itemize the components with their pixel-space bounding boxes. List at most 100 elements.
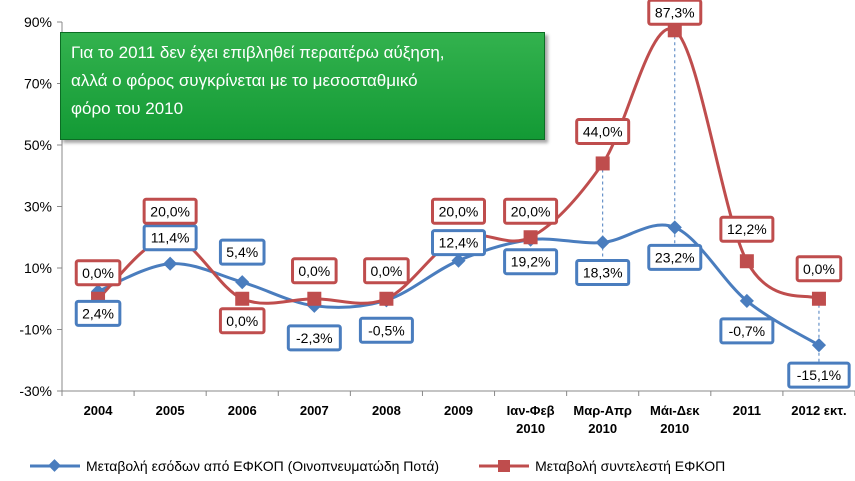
- x-tick-label: 2007: [300, 403, 329, 418]
- revenue-label-box: [358, 316, 414, 344]
- rate-label-box: [142, 197, 198, 225]
- rate-label-box: [363, 257, 410, 285]
- x-tick-label-line: 2005: [156, 403, 185, 418]
- legend-item-revenue: Μεταβολή εσόδων από ΕΦΚΟΠ (Οινοπνευματώδ…: [30, 458, 439, 474]
- rate-data-label: 0,0%: [298, 263, 330, 279]
- revenue-label-box: [575, 258, 631, 286]
- rate-label-box: [431, 197, 486, 225]
- revenue-data-label: 2,4%: [82, 305, 114, 321]
- rate-data-label: 0,0%: [82, 265, 114, 281]
- x-tick-label: Ιαν-Φεβ 2010: [507, 403, 555, 436]
- rate-data-label: 0,0%: [226, 313, 258, 329]
- rate-point: [667, 23, 682, 38]
- data-labels: 2,4% 11,4% 5,4% -2,3% -0,5% 12,4% 19,2% 18,3% 23…: [74, 0, 851, 389]
- revenue-data-label: -2,3%: [296, 330, 333, 346]
- rate-data-label: 20,0%: [511, 203, 551, 219]
- revenue-point: [235, 275, 250, 290]
- y-tick-label: 30%: [24, 199, 52, 215]
- x-tick-label-line: 2011: [733, 403, 761, 418]
- legend: Μεταβολή εσόδων από ΕΦΚΟΠ (Οινοπνευματώδ…: [30, 458, 725, 474]
- drop-lines: [602, 30, 820, 364]
- x-tick-label-line: Μάι-Δεκ: [650, 403, 700, 418]
- revenue-label-box: [503, 248, 559, 276]
- revenue-data-label: -0,7%: [729, 323, 766, 339]
- y-tick-label: 10%: [24, 260, 52, 276]
- x-tick-label: Μάι-Δεκ 2010: [650, 403, 700, 436]
- y-tick-label: 50%: [24, 137, 52, 153]
- revenue-data-label: 5,4%: [226, 244, 258, 260]
- rate-point: [523, 230, 538, 245]
- rate-label-box: [291, 257, 338, 285]
- revenue-data-label: -15,1%: [797, 367, 841, 383]
- annotation-callout: Για το 2011 δεν έχει επιβληθεί περαιτέρω…: [60, 32, 545, 140]
- y-tick-label: 70%: [24, 76, 52, 92]
- rate-data-label: 44,0%: [583, 123, 623, 139]
- rate-data-label: 0,0%: [803, 261, 835, 277]
- x-tick-label: 2009: [444, 403, 473, 418]
- revenue-label-box: [286, 324, 342, 352]
- rate-label-box: [719, 215, 775, 243]
- x-tick-label-line: 2010: [588, 421, 617, 436]
- rate-label-box: [647, 0, 703, 26]
- revenue-data-label: -0,5%: [368, 322, 405, 338]
- rate-point: [379, 291, 394, 306]
- rate-label-box: [74, 259, 122, 287]
- x-tick-label: Μαρ-Απρ 2010: [573, 403, 632, 436]
- rate-line: [97, 27, 820, 305]
- rate-point: [739, 254, 754, 269]
- revenue-label-box: [787, 361, 851, 389]
- revenue-point: [451, 253, 466, 268]
- rate-point: [307, 291, 322, 306]
- rate-label-box: [575, 117, 631, 145]
- chart-axes: -30% -10% 10% 30% 50% 70% 90% 2004 2005 2006 2007 2…: [19, 14, 855, 436]
- rate-data-label: 12,2%: [727, 221, 767, 237]
- revenue-label-box: [142, 224, 198, 252]
- revenue-data-label: 19,2%: [511, 254, 551, 270]
- rate-data-label: 20,0%: [439, 203, 479, 219]
- legend-diamond-marker: [30, 459, 80, 472]
- revenue-label-box: [218, 238, 266, 266]
- x-tick-label: 2012 εκτ.: [791, 403, 846, 418]
- x-tick-label: 2011: [733, 403, 761, 418]
- revenue-label-box: [647, 243, 703, 271]
- x-tick-label: 2004: [84, 403, 114, 418]
- x-tick-label-line: Ιαν-Φεβ: [507, 403, 555, 418]
- y-tick-label: -30%: [19, 383, 52, 399]
- series-markers: [90, 23, 827, 353]
- x-tick-label-line: Μαρ-Απρ: [573, 403, 632, 418]
- x-tick-label-line: 2009: [444, 403, 473, 418]
- x-tick-label-line: 2004: [84, 403, 114, 418]
- legend-square-marker: [479, 460, 530, 472]
- revenue-data-label: 12,4%: [439, 235, 479, 251]
- revenue-point: [163, 256, 178, 271]
- legend-label-rate: Μεταβολή συντελεστή ΕΦΚΟΠ: [535, 458, 726, 474]
- revenue-label-box: [719, 317, 775, 345]
- revenue-point: [595, 235, 610, 250]
- legend-item-rate: Μεταβολή συντελεστή ΕΦΚΟΠ: [479, 458, 725, 474]
- revenue-data-label: 18,3%: [583, 264, 623, 280]
- rate-label-box: [218, 307, 266, 335]
- x-tick-label: 2008: [372, 403, 401, 418]
- rate-label-box: [503, 197, 559, 225]
- revenue-label-box: [74, 299, 122, 327]
- rate-point: [811, 291, 826, 306]
- legend-label-revenue: Μεταβολή εσόδων από ΕΦΚΟΠ (Οινοπνευματώδ…: [86, 458, 440, 474]
- rate-data-label: 20,0%: [150, 203, 190, 219]
- x-tick-label-line: 2010: [660, 421, 689, 436]
- rate-data-label: 87,3%: [655, 4, 695, 20]
- revenue-label-box: [431, 229, 486, 257]
- revenue-data-label: 11,4%: [151, 230, 190, 246]
- x-tick-label-line: 2010: [516, 421, 545, 436]
- x-tick-label: 2005: [156, 403, 185, 418]
- x-tick-label-line: 2006: [228, 403, 257, 418]
- rate-data-label: 0,0%: [370, 263, 402, 279]
- x-tick-label: 2006: [228, 403, 257, 418]
- x-tick-label-line: 2008: [372, 403, 401, 418]
- revenue-point: [667, 220, 682, 235]
- x-tick-label-line: 2012 εκτ.: [791, 403, 846, 418]
- x-tick-label-line: 2007: [300, 403, 329, 418]
- y-tick-label: 90%: [24, 14, 52, 30]
- y-tick-label: -10%: [19, 322, 52, 338]
- revenue-point: [811, 338, 827, 353]
- rate-label-box: [795, 255, 843, 283]
